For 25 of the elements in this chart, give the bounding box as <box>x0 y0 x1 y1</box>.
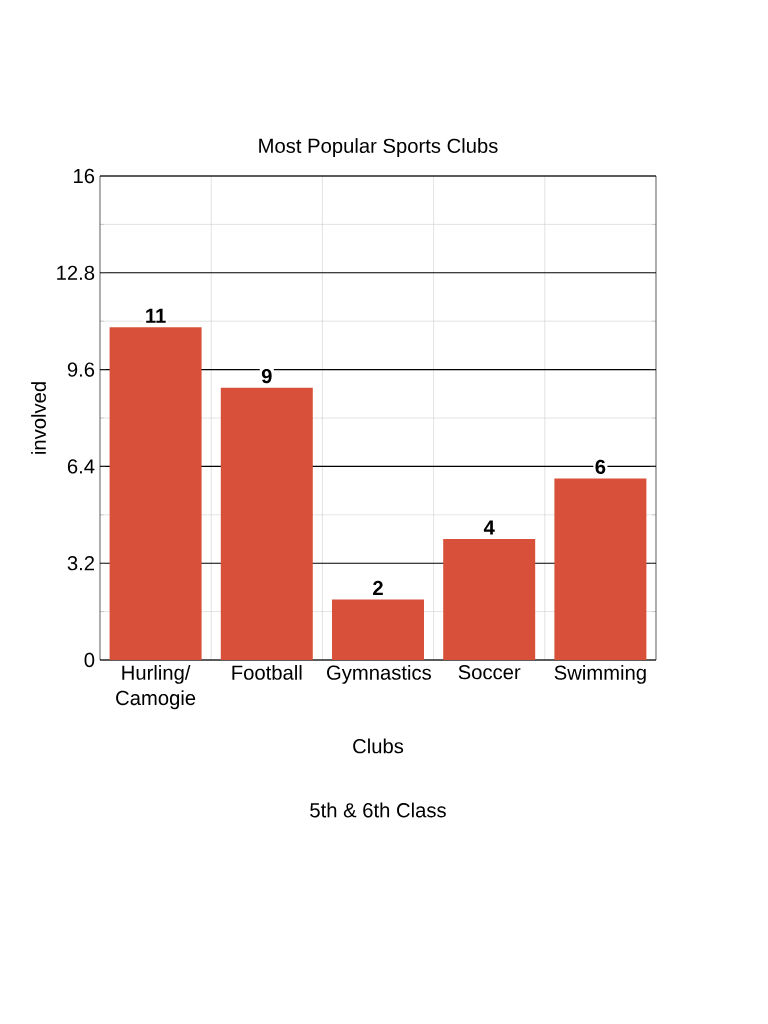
y-tick-label: 16 <box>74 168 95 184</box>
y-axis-title: involved <box>31 382 46 454</box>
y-tick-label: 12.8 <box>57 265 95 280</box>
chart-title: Most Popular Sports Clubs <box>259 138 498 157</box>
bar <box>443 539 536 660</box>
data-label: 4 <box>483 520 495 535</box>
x-tick-label: Swimming <box>554 664 646 684</box>
data-label: 6 <box>595 459 606 475</box>
x-axis-title: Clubs <box>353 738 404 754</box>
x-tick-label: Soccer <box>458 664 521 680</box>
data-label: 9 <box>261 368 272 384</box>
x-tick-label: Gymnastics <box>327 664 431 684</box>
y-tick-label: 9.6 <box>67 362 95 377</box>
x-tick-label: Hurling/ Camogie <box>116 664 196 710</box>
text: 5th & 6th Class <box>310 802 446 818</box>
y-tick-label: 3.2 <box>67 556 94 571</box>
y-tick-label: 0 <box>84 652 95 668</box>
data-label: 2 <box>373 580 383 595</box>
bar <box>109 327 202 660</box>
x-tick-label: Football <box>232 664 302 680</box>
bar <box>220 387 313 660</box>
bar <box>331 599 424 660</box>
bar <box>554 478 647 660</box>
y-tick-label: 6.4 <box>67 459 95 474</box>
data-label: 11 <box>146 308 166 323</box>
